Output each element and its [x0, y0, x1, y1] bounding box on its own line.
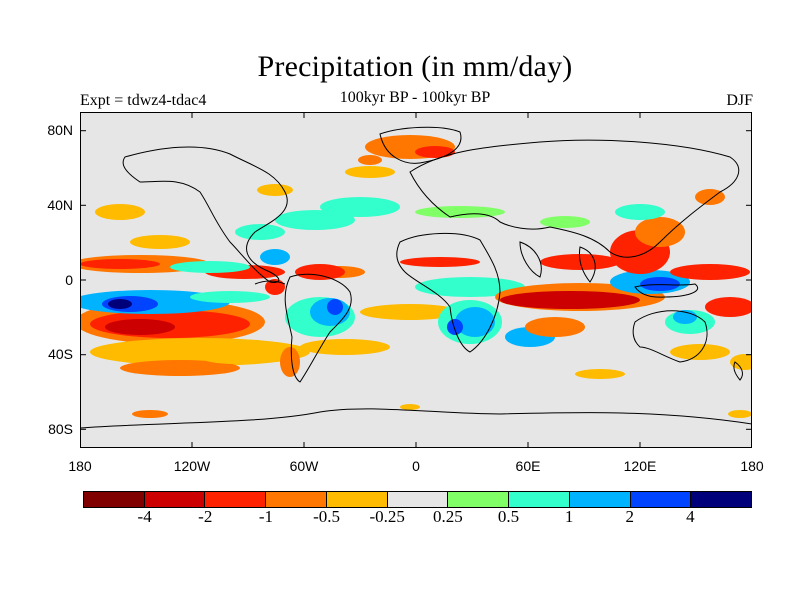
- anomaly-patch: [275, 210, 355, 230]
- colorbar-swatch: [326, 492, 388, 507]
- coastline-south-america: [284, 273, 352, 383]
- anomaly-patch: [728, 410, 752, 418]
- colorbar-label: -2: [198, 507, 213, 526]
- experiment-label: Expt = tdwz4-tdac4: [80, 92, 207, 109]
- colorbar-swatch: [630, 492, 692, 507]
- coastlines: [80, 126, 752, 429]
- anomaly-patch: [540, 216, 590, 228]
- anomaly-patch: [280, 347, 300, 377]
- colorbar-label: 1: [564, 507, 574, 526]
- colorbar-swatch: [387, 492, 449, 507]
- anomaly-patch: [615, 204, 665, 220]
- season-label: DJF: [726, 92, 753, 109]
- colorbar-swatch: [448, 492, 510, 507]
- anomaly-patch: [447, 319, 463, 335]
- coastline-indonesia: [634, 283, 698, 298]
- lon-label-180e: 180: [740, 458, 764, 474]
- anomaly-patch: [80, 259, 160, 269]
- colorbar-swatch: [569, 492, 631, 507]
- lon-label-120e: 120E: [623, 458, 657, 474]
- coastline-new-zealand: [733, 361, 743, 381]
- lat-label-eq: 0: [65, 272, 73, 288]
- anomaly-fields: [80, 135, 752, 418]
- lon-label-60w: 60W: [289, 458, 319, 474]
- anomaly-patch: [120, 360, 240, 376]
- anomaly-patch: [358, 155, 382, 165]
- colorbar: [83, 491, 752, 508]
- lat-label-80s: 80S: [48, 421, 73, 437]
- anomaly-patch: [730, 354, 752, 370]
- colorbar-swatch: [509, 492, 570, 507]
- colorbar-swatch: [84, 492, 145, 507]
- anomaly-patch: [195, 344, 275, 364]
- anomaly-patch: [130, 235, 190, 249]
- colorbar-label: 4: [686, 507, 695, 526]
- anomaly-patch: [105, 319, 175, 335]
- colorbar-label: 0.5: [497, 507, 520, 526]
- anomaly-patch: [670, 264, 750, 280]
- anomaly-patch: [257, 184, 293, 196]
- anomaly-patch: [400, 404, 420, 410]
- anomaly-patch: [132, 410, 168, 418]
- anomaly-patch: [635, 217, 685, 247]
- colorbar-label: 2: [625, 507, 634, 526]
- anomaly-patch: [108, 299, 132, 309]
- lon-label-120w: 120W: [173, 458, 211, 474]
- coastline-greenland: [379, 126, 462, 164]
- coastline-central-america: [254, 280, 286, 285]
- anomaly-patch: [295, 264, 345, 280]
- anomaly-patch: [235, 224, 285, 240]
- coastline-africa: [396, 233, 501, 353]
- coastline-north-america: [122, 146, 288, 283]
- precipitation-map: [80, 112, 752, 448]
- colorbar-label: -0.5: [313, 507, 340, 526]
- anomaly-patch: [455, 307, 495, 337]
- anomaly-patch: [95, 204, 145, 220]
- coastline-australia: [632, 310, 708, 363]
- anomaly-patch: [265, 279, 285, 295]
- anomaly-patch: [695, 189, 725, 205]
- lon-label-60e: 60E: [515, 458, 541, 474]
- lat-label-80n: 80N: [47, 122, 73, 138]
- anomaly-patch: [575, 369, 625, 379]
- axis-ticks: [80, 112, 752, 448]
- colorbar-swatch: [266, 492, 327, 507]
- anomaly-patch: [170, 261, 250, 273]
- colorbar-label: -0.25: [369, 507, 405, 526]
- anomaly-patch: [415, 277, 525, 297]
- lat-label-40s: 40S: [48, 346, 73, 362]
- map-svg: [80, 112, 752, 448]
- anomaly-patch: [640, 277, 680, 291]
- anomaly-patch: [500, 291, 640, 309]
- coastline-india: [579, 246, 596, 283]
- anomaly-patch: [345, 166, 395, 178]
- lon-label-0: 0: [412, 458, 420, 474]
- colorbar-label: -4: [137, 507, 152, 526]
- chart-title: Precipitation (in mm/day): [257, 50, 573, 83]
- lon-label-180w: 180: [68, 458, 92, 474]
- anomaly-patch: [320, 197, 400, 217]
- anomaly-patch: [415, 206, 505, 218]
- anomaly-patch: [415, 146, 455, 158]
- chart-subtitle: 100kyr BP - 100kyr BP: [339, 89, 491, 106]
- anomaly-patch: [525, 317, 585, 337]
- anomaly-patch: [327, 299, 343, 315]
- colorbar-label: 0.25: [432, 507, 463, 526]
- coastline-antarctica: [80, 408, 752, 429]
- anomaly-patch: [260, 249, 290, 265]
- colorbar-swatch: [691, 492, 752, 507]
- anomaly-patch: [705, 297, 752, 317]
- coastline-arabia: [519, 241, 542, 278]
- anomaly-patch: [300, 339, 390, 355]
- anomaly-patch: [360, 304, 460, 320]
- coastline-eurasia: [409, 139, 740, 258]
- colorbar-swatch: [144, 492, 206, 507]
- anomaly-patch: [190, 291, 270, 303]
- colorbar-label: -1: [258, 507, 273, 526]
- colorbar-swatch: [205, 492, 267, 507]
- lat-label-40n: 40N: [47, 197, 73, 213]
- anomaly-patch: [400, 257, 480, 267]
